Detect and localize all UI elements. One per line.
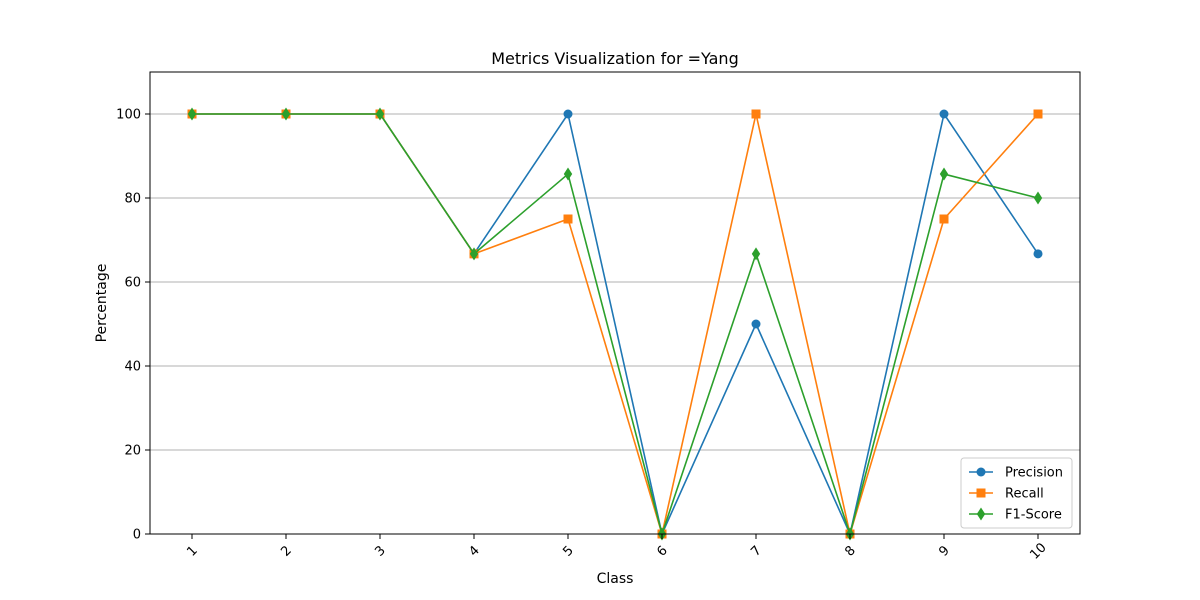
f1-score-point xyxy=(563,167,573,181)
x-axis-label: Class xyxy=(597,571,634,587)
legend-box xyxy=(960,457,1073,529)
recall-point xyxy=(1033,109,1043,119)
plot-area-frame xyxy=(149,71,1081,535)
precision-point xyxy=(563,109,573,119)
chart-title: Metrics Visualization for =Yang xyxy=(491,49,738,68)
y-tick-label: 40 xyxy=(124,360,141,375)
legend-label: Recall xyxy=(1005,487,1044,502)
legend-item-recall: Recall xyxy=(969,487,1044,502)
legend-swatch-marker xyxy=(976,488,986,498)
f1-score-point xyxy=(939,167,949,181)
recall-point xyxy=(751,109,761,119)
series-layer xyxy=(187,107,1043,541)
f1-score-point xyxy=(281,107,291,121)
legend: Precision Recall F1-Score xyxy=(960,457,1073,529)
y-tick-label: 60 xyxy=(124,276,141,291)
y-tick-label: 100 xyxy=(116,108,141,123)
precision-point xyxy=(751,319,761,329)
f1-score-point xyxy=(375,107,385,121)
legend-item-precision: Precision xyxy=(969,466,1063,481)
legend-swatch-marker xyxy=(976,467,986,477)
y-axis-label: Percentage xyxy=(94,264,110,343)
legend-label: F1-Score xyxy=(1005,508,1062,523)
recall-point xyxy=(563,214,573,224)
legend-item-f1-score: F1-Score xyxy=(969,507,1062,523)
precision-point xyxy=(1033,249,1043,259)
f1-score-point xyxy=(469,247,479,261)
f1-score-point xyxy=(751,247,761,261)
y-tick-label: 80 xyxy=(124,192,141,207)
recall-point xyxy=(939,214,949,224)
precision-point xyxy=(939,109,949,119)
f1-score-point xyxy=(187,107,197,121)
y-tick-label: 20 xyxy=(124,444,141,459)
f1-score-line xyxy=(192,113,1039,535)
f1-score-point xyxy=(1033,191,1043,205)
legend-swatch-marker xyxy=(976,507,986,521)
legend-label: Precision xyxy=(1005,466,1063,481)
y-tick-label: 0 xyxy=(133,528,141,543)
series-f1-score xyxy=(187,107,1043,541)
